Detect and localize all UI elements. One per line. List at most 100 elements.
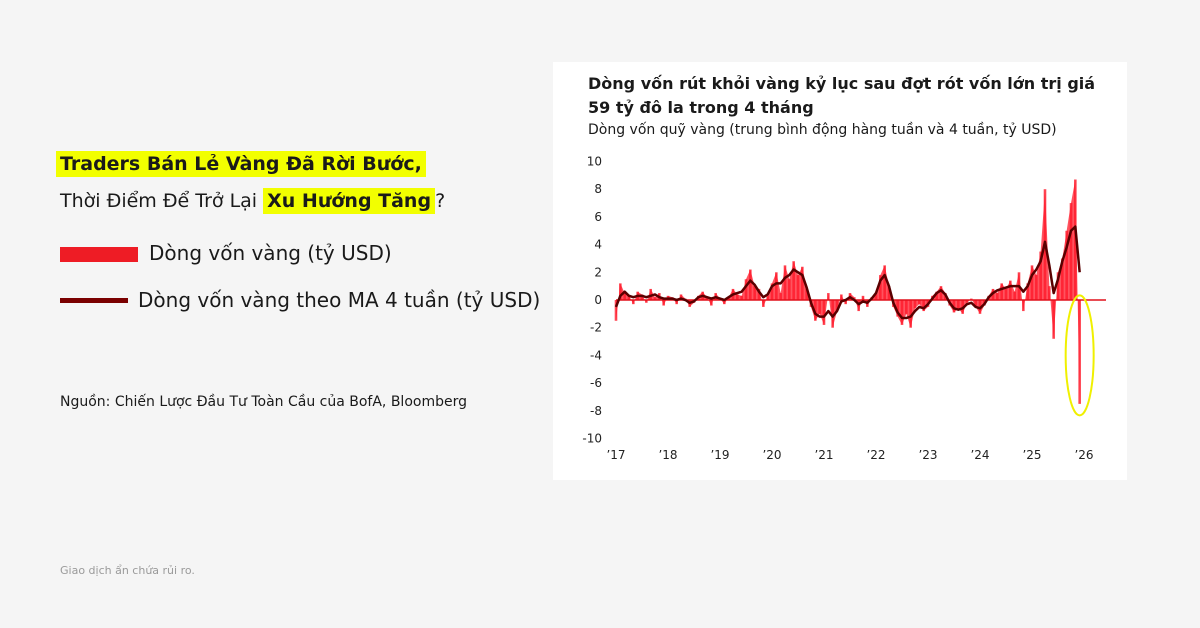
flow-bar: [831, 300, 834, 328]
x-tick-label: ’19: [710, 448, 729, 462]
y-tick-label: 0: [594, 293, 602, 307]
flow-bar: [814, 300, 817, 321]
source-note: Nguồn: Chiến Lược Đầu Tư Toàn Cầu của Bo…: [60, 394, 467, 410]
y-tick-label: -6: [590, 376, 602, 390]
headline-line-1: Traders Bán Lẻ Vàng Đã Rời Bước,: [56, 151, 426, 177]
flow-bar: [645, 300, 648, 303]
flow-bar: [905, 300, 908, 314]
flow-bar: [835, 300, 839, 312]
flow-bar: [1048, 286, 1051, 300]
flow-bar: [874, 294, 878, 300]
legend-swatch-flow: [60, 247, 138, 262]
flow-bar: [1035, 275, 1038, 300]
flow-bar: [805, 288, 808, 300]
headline-highlight-2: Xu Hướng Tăng: [263, 188, 436, 214]
flow-bar: [1004, 288, 1008, 300]
flow-bar: [1030, 265, 1034, 300]
flow-bar: [974, 300, 977, 307]
x-tick-label: ’18: [658, 448, 677, 462]
flow-bar: [840, 294, 843, 300]
headline-line-2: Thời Điểm Để Trở Lại Xu Hướng Tăng?: [60, 188, 446, 214]
flow-bar: [619, 283, 622, 300]
flow-bar: [922, 300, 925, 312]
y-tick-label: 10: [587, 155, 602, 169]
flow-bar: [1026, 283, 1029, 300]
flow-bar: [939, 286, 943, 300]
flow-bar: [1065, 230, 1068, 300]
flow-bar: [1052, 300, 1055, 339]
flow-bar: [887, 286, 891, 300]
flow-bar: [640, 294, 644, 300]
flow-bar: [1078, 300, 1081, 404]
flow-bar: [779, 293, 782, 300]
flow-bar: [757, 288, 761, 300]
headline-highlight-1: Traders Bán Lẻ Vàng Đã Rời Bước,: [56, 151, 426, 177]
y-tick-label: 6: [594, 210, 602, 224]
flow-bar: [857, 300, 860, 312]
y-tick-label: 4: [594, 238, 602, 252]
risk-disclaimer: Giao dịch ẩn chứa rủi ro.: [60, 564, 195, 577]
flow-bar: [744, 279, 748, 300]
y-tick-label: 2: [594, 265, 602, 279]
flow-bar: [1000, 283, 1003, 300]
flow-bar: [710, 300, 713, 306]
legend-label-ma: Dòng vốn vàng theo MA 4 tuần (tỷ USD): [138, 288, 541, 312]
flow-bar: [918, 300, 921, 305]
flow-bar: [675, 300, 678, 305]
flow-bar: [1039, 251, 1042, 300]
flow-bar: [775, 272, 778, 300]
flow-bar: [827, 293, 830, 300]
flow-bar: [792, 261, 795, 300]
flow-bar: [796, 275, 800, 300]
flow-bar: [909, 300, 912, 328]
legend-swatch-ma: [60, 298, 128, 303]
y-tick-label: -4: [590, 348, 602, 362]
x-tick-label: ’20: [762, 448, 781, 462]
flow-bar: [957, 300, 960, 309]
flow-bar: [653, 297, 657, 300]
x-tick-label: ’26: [1074, 448, 1093, 462]
headline-suffix: ?: [435, 190, 446, 212]
x-tick-label: ’21: [814, 448, 833, 462]
flow-bar: [783, 265, 787, 300]
flow-bar: [1009, 280, 1012, 300]
y-tick-label: 8: [594, 182, 602, 196]
flow-bar: [996, 293, 999, 300]
flow-bar: [952, 300, 956, 313]
flow-bar: [740, 295, 743, 300]
flow-bar: [753, 286, 756, 300]
flow-bar: [1061, 258, 1064, 300]
flow-bar: [965, 300, 969, 303]
flow-bar: [801, 266, 804, 300]
x-tick-label: ’25: [1022, 448, 1041, 462]
annotation-ellipse: [1064, 294, 1095, 417]
flow-bar: [818, 300, 821, 314]
flow-bar: [879, 275, 882, 300]
x-tick-label: ’22: [866, 448, 885, 462]
headline-prefix: Thời Điểm Để Trở Lại: [60, 190, 258, 212]
chart-subtitle: Dòng vốn quỹ vàng (trung bình động hàng …: [588, 122, 1057, 138]
flow-bar: [1022, 300, 1025, 312]
flow-bar: [900, 300, 904, 325]
flow-bar: [766, 295, 769, 300]
flow-bar: [913, 300, 917, 309]
flow-bar: [844, 300, 847, 305]
y-tick-label: -10: [582, 432, 602, 446]
flow-bar: [632, 300, 635, 305]
flow-bar: [623, 293, 626, 300]
flow-bar: [896, 300, 899, 317]
flow-bar: [1069, 203, 1073, 300]
flow-bar: [736, 294, 739, 300]
y-tick-label: -8: [590, 404, 602, 418]
x-tick-label: ’23: [918, 448, 937, 462]
x-tick-label: ’17: [606, 448, 625, 462]
flow-bar: [749, 269, 752, 300]
flow-bar: [762, 300, 765, 307]
flow-bar: [705, 297, 709, 300]
chart-title: Dòng vốn rút khỏi vàng kỷ lục sau đợt ró…: [588, 74, 1096, 117]
x-tick-label: ’24: [970, 448, 989, 462]
flow-bar: [662, 300, 665, 306]
y-tick-label: -2: [590, 321, 602, 335]
flow-bar: [649, 288, 652, 300]
